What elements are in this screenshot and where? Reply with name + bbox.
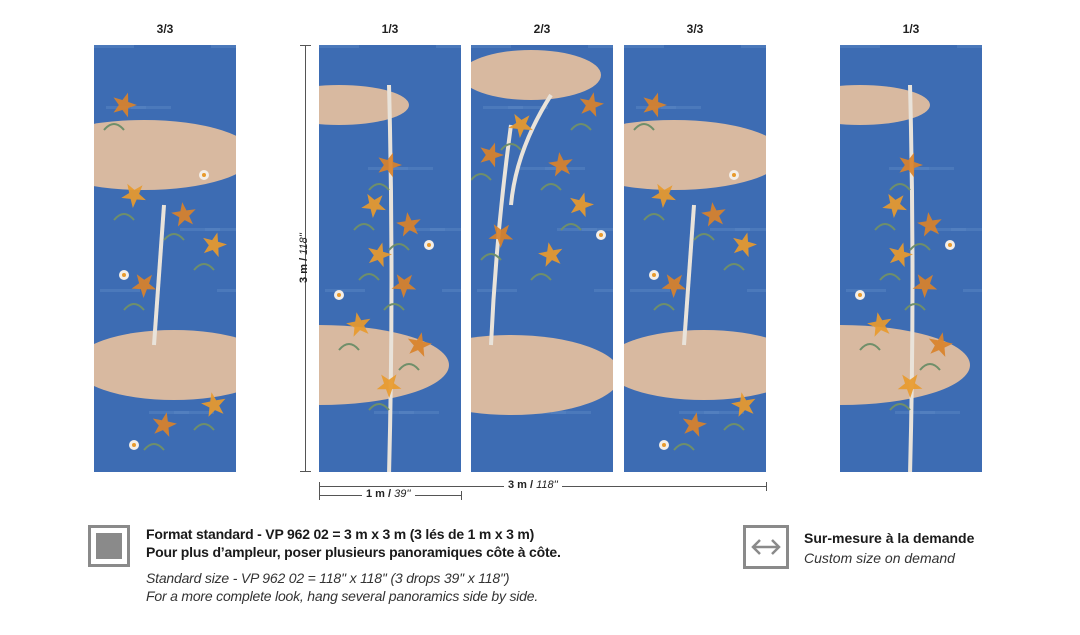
height-tick-top	[300, 45, 311, 46]
filled-square-icon	[88, 525, 130, 567]
standard-format-title: Format standard - VP 962 02 = 3 m x 3 m …	[146, 526, 535, 542]
panel-width-tick-left	[319, 491, 320, 500]
panel-width-tick-right	[461, 491, 462, 500]
wallpaper-panel-2	[319, 45, 461, 472]
height-dimension-line	[305, 45, 306, 472]
height-tick-bottom	[300, 471, 311, 472]
wallpaper-panel-3	[471, 45, 613, 472]
panel-label-5: 1/3	[902, 22, 920, 36]
custom-size-subtitle: Custom size on demand	[804, 550, 955, 566]
wallpaper-panel-4	[624, 45, 766, 472]
standard-format-subtitle: Pour plus d’ampleur, poser plusieurs pan…	[146, 544, 561, 560]
total-width-label: 3 m / 118''	[504, 479, 562, 491]
wallpaper-panel-1	[94, 45, 236, 472]
standard-size-subtitle-en: For a more complete look, hang several p…	[146, 588, 539, 604]
panel-label-1: 3/3	[156, 22, 174, 36]
height-dimension-label: 3 m / 118''	[298, 233, 310, 283]
wallpaper-panel-5	[840, 45, 982, 472]
double-arrow-icon	[743, 525, 789, 569]
panel-label-4: 3/3	[686, 22, 704, 36]
panel-label-3: 2/3	[533, 22, 551, 36]
custom-size-title: Sur-mesure à la demande	[804, 530, 975, 546]
standard-size-title-en: Standard size - VP 962 02 = 118'' x 118'…	[146, 570, 510, 586]
panel-label-2: 1/3	[381, 22, 399, 36]
panel-width-label: 1 m / 39''	[362, 488, 415, 500]
total-width-tick-right	[766, 482, 767, 491]
total-width-tick-left	[319, 482, 320, 491]
